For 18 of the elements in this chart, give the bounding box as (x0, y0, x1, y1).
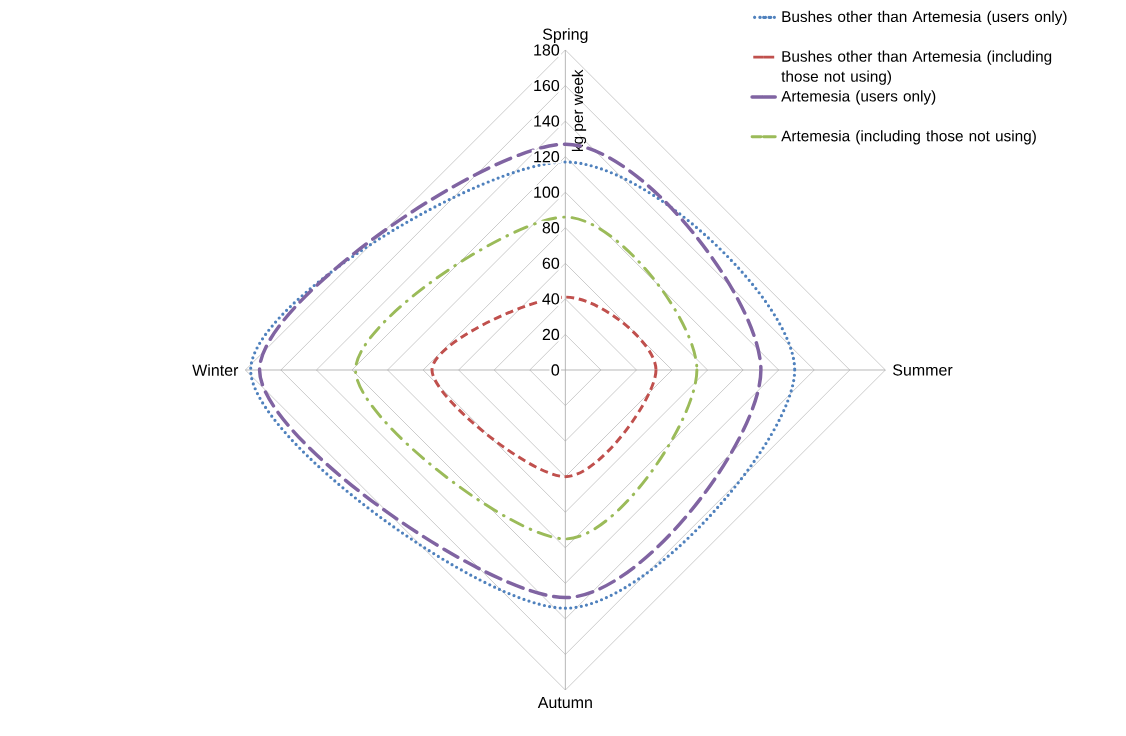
spoke-label: Spring (542, 28, 588, 44)
y-tick-label: 180 (534, 44, 560, 56)
y-tick-label: 140 (534, 115, 560, 127)
y-tick-label: 80 (542, 222, 560, 234)
spoke-label: Winter (192, 364, 239, 376)
y-tick-label: 100 (534, 186, 560, 198)
legend-label: Artemesia (including those not using) (781, 130, 1036, 145)
spoke-label: Summer (893, 364, 953, 376)
legend-label: Bushes other than Artemesia (users only) (782, 10, 1067, 26)
y-tick-label: 20 (542, 328, 560, 341)
y-tick-label: 160 (534, 79, 560, 92)
y-tick-label: 0 (551, 364, 560, 376)
y-tick-label: 120 (534, 151, 560, 163)
y-tick-label: 40 (542, 293, 560, 305)
spoke-label: Autumn (537, 696, 592, 709)
legend-label: Bushes other than Artemesia (including those not using) (781, 50, 1052, 85)
y-tick-label: 60 (542, 257, 560, 269)
legend-label: Artemesia (users only) (781, 90, 936, 105)
